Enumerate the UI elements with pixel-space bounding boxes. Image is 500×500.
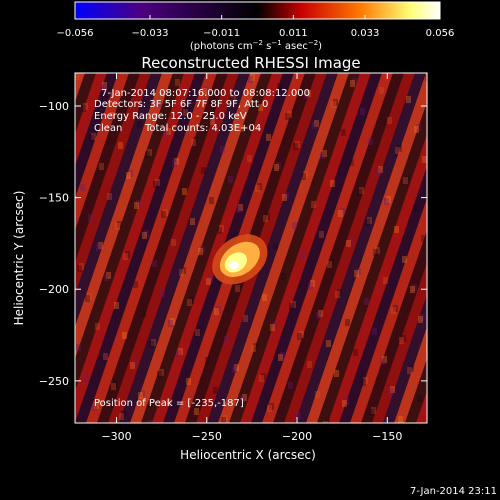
- y-tick-label: −150: [39, 192, 69, 205]
- annotation-total-counts: Total counts: 4.03E+04: [144, 123, 261, 134]
- y-tick-label: −250: [39, 375, 69, 388]
- x-tick-label: −250: [192, 430, 222, 443]
- y-axis-label: Heliocentric Y (arcsec): [12, 191, 26, 326]
- x-axis-label: Heliocentric X (arcsec): [180, 448, 316, 462]
- annotation-peak-position: Position of Peak = [-235,-187]: [94, 398, 244, 409]
- colorbar: −0.056 −0.033 −0.011 0.011 0.033 0.056 (photo…: [56, 1, 454, 52]
- x-tick-label: −300: [101, 430, 131, 443]
- colorbar-units: (photons cm−2 s−1 asec−2): [190, 39, 322, 52]
- heatmap-image: [75, 73, 427, 423]
- colorbar-tick-label: −0.056: [56, 28, 93, 39]
- annotation-time-range: 7-Jan-2014 08:07:16.000 to 08:08:12.000: [101, 88, 310, 99]
- annotation-energy-range: Energy Range: 12.0 - 25.0 keV: [94, 111, 247, 122]
- y-tick-label: −100: [39, 100, 69, 113]
- x-tick-label: −150: [372, 430, 402, 443]
- colorbar-tick-label: −0.011: [203, 28, 240, 39]
- colorbar-tick-label: −0.033: [131, 28, 168, 39]
- chart-title: Reconstructed RHESSI Image: [141, 54, 360, 72]
- annotation-method: Clean: [94, 123, 122, 134]
- colorbar-tick-label: 0.033: [351, 28, 380, 39]
- annotation-block: 7-Jan-2014 08:07:16.000 to 08:08:12.000 …: [94, 88, 310, 409]
- y-tick-label: −200: [39, 283, 69, 296]
- x-tick-label: −200: [282, 430, 312, 443]
- colorbar-ticks: −0.056 −0.033 −0.011 0.011 0.033 0.056: [56, 15, 454, 39]
- x-axis: −300 −250 −200 −150: [101, 73, 402, 443]
- plot-frame: [74, 72, 428, 424]
- footer-timestamp: 7-Jan-2014 23:11: [410, 486, 497, 497]
- colorbar-bar: [74, 1, 441, 20]
- colorbar-tick-label: 0.056: [426, 28, 455, 39]
- y-axis: −100 −150 −200 −250: [39, 100, 427, 388]
- colorbar-tick-label: 0.011: [279, 28, 308, 39]
- annotation-detectors: Detectors: 3F 5F 6F 7F 8F 9F, Att 0: [94, 99, 268, 110]
